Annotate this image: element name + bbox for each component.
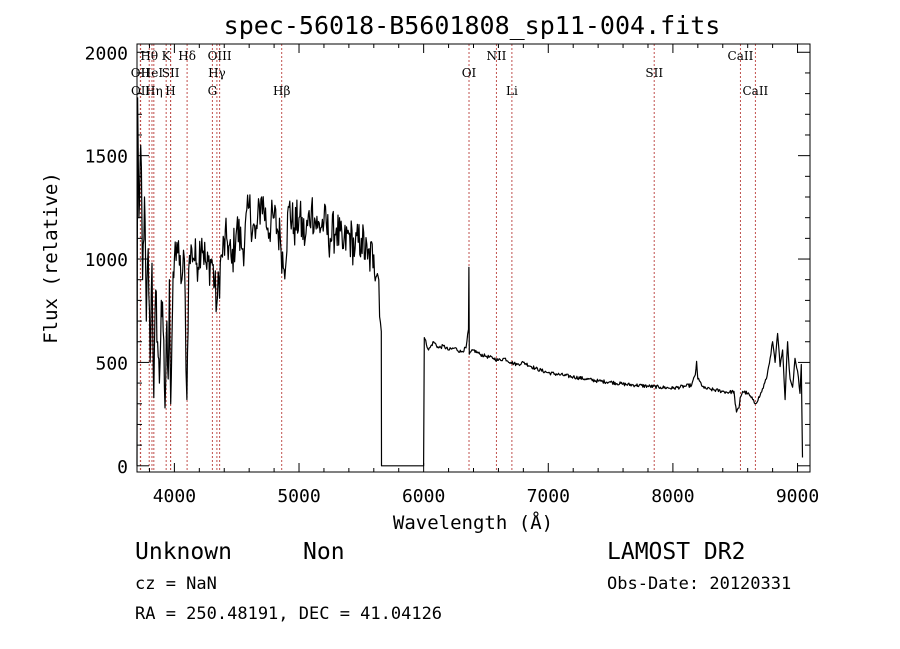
spectral-line-label: Hθ [140,49,158,63]
axis-ticks: 4000 5000 6000 7000 8000 9000 0 500 1000 1500 2000 [85,43,820,507]
spectral-line-label: OII [131,84,151,98]
y-axis-label: Flux (relative) [40,172,62,344]
x-tick-label: 8000 [651,486,694,507]
spectral-line-label: Hβ [273,84,290,98]
x-tick-label: 6000 [402,486,445,507]
spectral-line-label: K [162,49,172,63]
spectral-line-label: SII [645,66,663,80]
object-class: Unknown [135,539,232,565]
spectral-line-label: Hδ [178,49,196,63]
spectrum-line [136,97,804,467]
y-tick-label: 1000 [85,250,128,271]
observation-date: Obs-Date: 20120331 [607,574,791,594]
y-tick-label: 1500 [85,147,128,168]
y-tick-label: 2000 [85,43,128,64]
spectral-line-label: Li [506,84,518,98]
spectral-line-label: CaII [742,84,768,98]
spectral-line-label: OI [462,66,477,80]
spectral-line-label: Hγ [208,66,226,80]
spectral-line-label: NII [486,49,506,63]
spectral-line-label: OIII [208,49,232,63]
spectral-line-label: Hη [145,84,163,98]
x-tick-label: 5000 [277,486,320,507]
spectral-line-label: H [165,84,175,98]
x-tick-label: 4000 [153,486,196,507]
redshift-value: cz = NaN [135,574,217,594]
y-tick-label: 500 [95,353,128,374]
x-tick-label: 9000 [776,486,819,507]
x-axis-label: Wavelength (Å) [393,511,553,534]
object-subclass: Non [303,539,345,565]
spectral-line-label: SII [162,66,180,80]
x-tick-label: 7000 [527,486,570,507]
chart-title: spec-56018-B5601808_sp11-004.fits [224,11,721,40]
spectral-line-label: G [208,84,218,98]
spectral-line-label: CaII [728,49,754,63]
survey-name: LAMOST DR2 [607,539,745,565]
coordinates: RA = 250.48191, DEC = 41.04126 [135,604,442,624]
y-tick-label: 0 [117,457,128,478]
spectral-line-label: HeI [141,66,164,80]
plot-frame [136,43,811,473]
